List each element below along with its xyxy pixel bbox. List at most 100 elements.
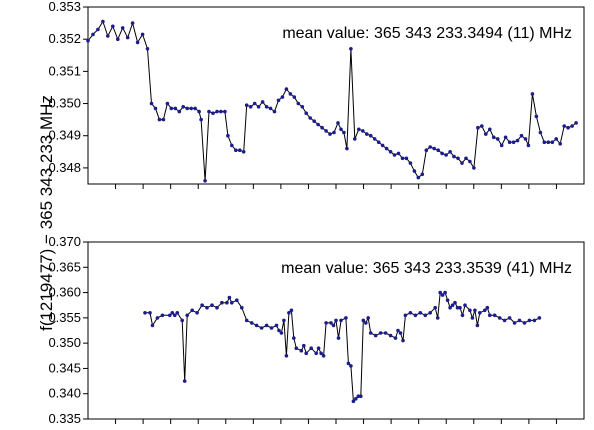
- data-point: [392, 153, 397, 157]
- axis-ticks: 0.335 0.340 0.345 0.350 0.355 0.360 0.365 0.370: [48, 234, 557, 426]
- y-tick-label: 0.348: [48, 160, 81, 175]
- data-point: [106, 34, 110, 38]
- data-point: [423, 313, 428, 318]
- data-point: [269, 326, 274, 330]
- data-point: [339, 318, 343, 323]
- data-point: [331, 323, 336, 328]
- y-axis-label: f(1219477) − 365 343 233 MHz: [37, 95, 56, 331]
- data-point: [497, 316, 502, 320]
- chart-panel-top: 0.348 0.349 0.350 0.351 0.352 0.353 mean valu…: [48, 0, 585, 189]
- data-point: [324, 129, 328, 133]
- data-point: [238, 148, 242, 152]
- data-point: [101, 19, 105, 24]
- data-point: [537, 316, 542, 320]
- data-point: [570, 124, 574, 128]
- data-point: [507, 316, 512, 320]
- data-point: [249, 321, 254, 325]
- y-tick-label: 0.355: [48, 310, 81, 325]
- data-point: [195, 311, 199, 315]
- data-point: [173, 106, 178, 111]
- data-point: [244, 318, 249, 323]
- data-point: [268, 106, 273, 111]
- data-point: [378, 331, 383, 335]
- data-point: [436, 148, 441, 152]
- data-point: [173, 313, 177, 318]
- data-point: [530, 92, 535, 96]
- y-tick-label: 0.370: [48, 234, 81, 249]
- data-point: [428, 145, 433, 149]
- data-point: [319, 351, 323, 356]
- data-point: [368, 331, 373, 335]
- chart-panel-bottom: 0.335 0.340 0.345 0.350 0.355 0.360 0.365 0.370…: [48, 234, 585, 426]
- data-point: [299, 348, 304, 353]
- data-point: [517, 318, 522, 323]
- data-point: [328, 132, 332, 136]
- data-point: [284, 354, 289, 358]
- data-point: [160, 313, 165, 318]
- data-point: [153, 106, 158, 111]
- data-point: [125, 35, 130, 40]
- data-point: [354, 397, 358, 401]
- data-point: [448, 305, 452, 310]
- data-point: [453, 300, 457, 305]
- data-point: [314, 351, 319, 356]
- data-point: [450, 303, 455, 308]
- data-point: [435, 316, 440, 320]
- data-point: [408, 161, 413, 165]
- data-point: [475, 323, 480, 328]
- data-point: [412, 169, 417, 173]
- data-point: [558, 142, 562, 146]
- y-tick-label: 0.335: [48, 411, 81, 426]
- data-point: [135, 40, 140, 45]
- data-point: [361, 318, 366, 323]
- data-point: [264, 105, 269, 109]
- data-point: [473, 308, 477, 313]
- data-point: [396, 328, 400, 333]
- data-point: [180, 318, 184, 323]
- data-point: [485, 305, 490, 310]
- data-point: [254, 323, 259, 328]
- data-point: [157, 117, 162, 122]
- data-point: [438, 290, 443, 295]
- data-point: [440, 151, 444, 156]
- data-point: [404, 156, 409, 161]
- data-point: [282, 318, 286, 323]
- data-point: [361, 129, 365, 133]
- data-point: [366, 316, 371, 320]
- data-point: [499, 143, 504, 148]
- data-point: [336, 336, 341, 340]
- data-point: [324, 321, 328, 325]
- data-point: [288, 92, 293, 96]
- y-tick-label: 0.350: [48, 335, 81, 350]
- data-point: [550, 140, 555, 144]
- data-point: [199, 117, 203, 122]
- data-point: [420, 172, 425, 177]
- data-point: [182, 379, 187, 383]
- data-point: [294, 346, 299, 351]
- data-point: [554, 137, 558, 141]
- data-point: [309, 346, 314, 351]
- data-point: [400, 156, 405, 161]
- data-point: [495, 137, 500, 141]
- data-point: [279, 331, 284, 335]
- data-point: [145, 47, 150, 51]
- data-point: [357, 127, 361, 132]
- data-point: [185, 313, 189, 318]
- data-point: [215, 109, 219, 114]
- data-point: [349, 47, 353, 51]
- data-point: [336, 121, 340, 125]
- data-point: [86, 39, 90, 43]
- data-point: [234, 148, 238, 152]
- data-point: [235, 298, 239, 303]
- data-point: [300, 105, 305, 109]
- data-point: [190, 308, 194, 313]
- data-point: [205, 305, 209, 310]
- data-point: [312, 119, 317, 123]
- data-point: [155, 316, 160, 320]
- data-point: [120, 26, 125, 30]
- series-line: [145, 291, 540, 403]
- data-point: [292, 336, 296, 340]
- data-point: [463, 303, 467, 308]
- data-point: [503, 135, 508, 140]
